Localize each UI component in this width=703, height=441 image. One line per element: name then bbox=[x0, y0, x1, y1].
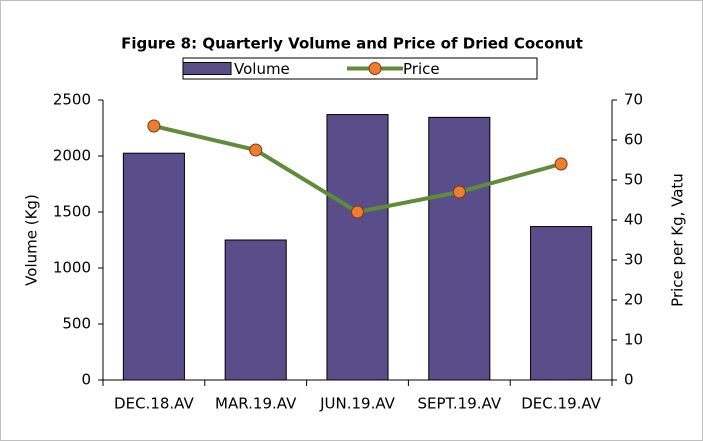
bar bbox=[224, 239, 287, 381]
bar bbox=[428, 116, 491, 381]
y-tick-label: 2500 bbox=[53, 91, 91, 109]
x-tick-label: DEC.19.AV bbox=[521, 395, 601, 413]
y-tick-label: 1500 bbox=[53, 203, 91, 221]
price-marker bbox=[147, 119, 161, 133]
y-tick-label: 1000 bbox=[53, 259, 91, 277]
legend-label: Price bbox=[403, 60, 440, 78]
y-tick-label: 2000 bbox=[53, 147, 91, 165]
y2-axis-label: Price per Kg, Vatu bbox=[669, 173, 687, 307]
y2-tick-label: 20 bbox=[624, 291, 643, 309]
price-marker bbox=[249, 143, 263, 157]
price-marker bbox=[452, 185, 466, 199]
bar bbox=[326, 114, 389, 381]
legend-label: Volume bbox=[234, 60, 290, 78]
y2-tick-label: 50 bbox=[624, 171, 643, 189]
x-tick-label: SEPT.19.AV bbox=[417, 395, 501, 413]
y2-tick-label: 10 bbox=[624, 331, 643, 349]
y2-tick-label: 40 bbox=[624, 211, 643, 229]
x-tick-label: JUN.19.AV bbox=[319, 395, 396, 413]
y2-tick-label: 70 bbox=[624, 91, 643, 109]
y2-tick-label: 60 bbox=[624, 131, 643, 149]
y-tick-label: 0 bbox=[81, 371, 91, 389]
y-tick-label: 500 bbox=[62, 315, 91, 333]
chart-title: Figure 8: Quarterly Volume and Price of … bbox=[121, 35, 583, 53]
x-tick-label: MAR.19.AV bbox=[215, 395, 297, 413]
legend-swatch bbox=[182, 62, 232, 75]
y2-tick-label: 0 bbox=[624, 371, 634, 389]
price-marker bbox=[554, 157, 568, 171]
x-tick-label: DEC.18.AV bbox=[114, 395, 194, 413]
price-marker bbox=[351, 205, 364, 219]
legend-marker bbox=[368, 62, 382, 75]
bar bbox=[122, 152, 185, 381]
bar bbox=[530, 226, 593, 381]
y2-tick-label: 30 bbox=[624, 251, 643, 269]
y-axis-label: Volume (Kg) bbox=[23, 194, 41, 286]
